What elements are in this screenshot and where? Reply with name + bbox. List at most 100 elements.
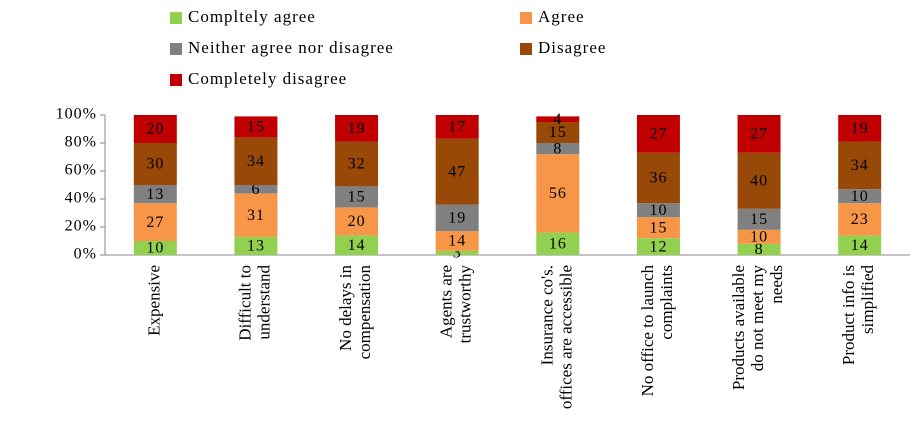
bar-segment: [737, 208, 781, 230]
bar-segment: [636, 238, 680, 255]
bar-segment: [234, 236, 278, 255]
bar-segment: [737, 152, 781, 209]
data-label: 14: [851, 237, 869, 254]
data-label: 30: [146, 156, 164, 173]
bar-segment: [435, 204, 479, 232]
bar-segment: [133, 241, 177, 255]
bar-segment: [838, 115, 882, 142]
data-label: 20: [348, 213, 366, 230]
data-label: 56: [549, 185, 567, 202]
y-tick-label: 80%: [65, 134, 97, 151]
data-label: 6: [251, 181, 260, 198]
data-label: 36: [649, 170, 667, 187]
bar-segment: [838, 189, 882, 204]
bar-segment: [636, 115, 680, 153]
data-label: 15: [750, 211, 768, 228]
bar-segment: [838, 203, 882, 236]
bar-segment: [435, 138, 479, 205]
bar-segment: [536, 154, 580, 233]
data-label: 15: [348, 189, 366, 206]
data-label: 15: [549, 124, 567, 141]
x-tick-label: Product info issimplified: [839, 265, 877, 366]
data-label: 13: [146, 186, 164, 203]
data-label: 10: [750, 228, 768, 245]
x-tick-label: Agents aretrustworthy: [437, 265, 475, 344]
bar-segment: [335, 235, 379, 255]
data-label: 10: [851, 188, 869, 205]
bar-segment: [435, 250, 479, 255]
y-tick-label: 60%: [65, 162, 97, 179]
bar-segment: [737, 229, 781, 244]
data-label: 12: [649, 238, 667, 255]
data-label: 15: [247, 119, 265, 136]
data-label: 34: [851, 157, 869, 174]
data-label: 27: [750, 126, 768, 143]
data-label: 16: [549, 235, 567, 252]
bar-segment: [234, 137, 278, 185]
bar-segment: [435, 231, 479, 251]
data-label: 4: [553, 111, 562, 128]
bar-segment: [536, 232, 580, 255]
bar-segment: [737, 243, 781, 255]
data-label: 17: [448, 119, 466, 136]
bar-segment: [133, 143, 177, 185]
y-tick-label: 40%: [65, 190, 97, 207]
bar-segment: [737, 115, 781, 153]
x-tick-label: Difficult tounderstand: [235, 265, 273, 341]
bar-segment: [133, 115, 177, 143]
data-label: 31: [247, 207, 265, 224]
bar-segment: [234, 193, 278, 237]
legend-label: Compltely agree: [188, 7, 316, 26]
bar-segment: [536, 122, 580, 143]
bar-segment: [133, 185, 177, 204]
data-label: 23: [851, 211, 869, 228]
bar-segment: [335, 207, 379, 236]
bar-segment: [636, 203, 680, 218]
legend-label: Neither agree nor disagree: [188, 38, 394, 57]
legend-swatch: [170, 43, 182, 55]
data-label: 34: [247, 153, 265, 170]
bar-segment: [335, 141, 379, 187]
bar-segment: [536, 116, 580, 122]
data-label: 8: [755, 241, 764, 258]
x-tick-label: Products availabledo not meet myneeds: [729, 265, 786, 391]
bar-segment: [335, 115, 379, 142]
bar-segment: [838, 141, 882, 190]
data-label: 32: [348, 156, 366, 173]
x-tick-label: No office to launchcomplaints: [638, 265, 676, 397]
legend-swatch: [520, 12, 532, 24]
bar-segment: [636, 152, 680, 204]
x-tick-label: No delays incompensation: [336, 265, 374, 360]
data-label: 27: [649, 126, 667, 143]
legend-swatch: [170, 74, 182, 86]
legend-swatch: [520, 43, 532, 55]
bar-segment: [636, 217, 680, 239]
x-tick-label: Insurance co's.offices are accessible: [537, 265, 575, 409]
data-label: 10: [649, 202, 667, 219]
bar-segment: [133, 203, 177, 241]
data-label: 27: [146, 214, 164, 231]
bar-segment: [435, 115, 479, 139]
bar-segment: [536, 143, 580, 155]
x-tick-label: Expensive: [144, 265, 163, 336]
bar-segment: [234, 116, 278, 138]
data-label: 19: [348, 120, 366, 137]
bar-segment: [838, 235, 882, 255]
legend-swatch: [170, 12, 182, 24]
data-label: 19: [851, 120, 869, 137]
bar-segment: [234, 185, 278, 194]
data-label: 47: [448, 163, 466, 180]
data-label: 19: [448, 210, 466, 227]
legend-label: Completely disagree: [188, 69, 347, 88]
data-label: 20: [146, 121, 164, 138]
data-label: 14: [448, 233, 466, 250]
data-label: 3: [453, 245, 462, 262]
data-label: 15: [649, 219, 667, 236]
data-label: 8: [553, 140, 562, 157]
legend-label: Agree: [538, 7, 585, 26]
bar-segment: [335, 186, 379, 208]
data-label: 10: [146, 240, 164, 257]
legend-label: Disagree: [538, 38, 606, 57]
y-tick-label: 100%: [56, 106, 97, 123]
